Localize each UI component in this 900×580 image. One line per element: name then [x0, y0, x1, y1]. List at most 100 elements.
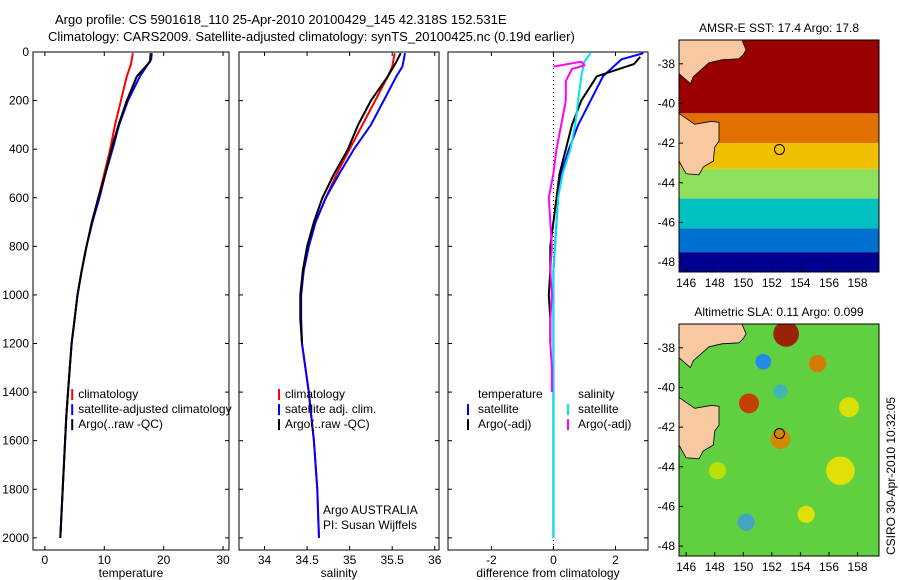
sla-blob [770, 429, 791, 450]
annotation-text: Argo AUSTRALIA [323, 503, 418, 517]
y-tick-label: 600 [9, 191, 29, 205]
sla-blob [739, 393, 759, 414]
sla-blob [773, 384, 788, 399]
land-tasmania [679, 112, 720, 176]
x-axis-label: difference from climatology [476, 566, 619, 580]
y-tick-label: -46 [658, 499, 676, 513]
map-title: Altimetric SLA: 0.11 Argo: 0.099 [694, 305, 864, 319]
float-position-marker [773, 143, 785, 155]
y-tick-label: -44 [658, 460, 676, 474]
side-label: CSIRO 30-Apr-2010 10:32:05 [884, 397, 898, 555]
sla-blob [839, 397, 859, 418]
x-tick-label: 156 [819, 560, 839, 574]
map-title: AMSR-E SST: 17.4 Argo: 17.8 [699, 21, 859, 35]
profile-panel-2: 34 34.5 35 35.5 36 salinity climatologysatelli… [238, 51, 442, 580]
y-tick-label: 400 [9, 142, 29, 156]
y-tick-label: -42 [658, 136, 676, 150]
map-panel-1: AMSR-E SST: 17.4 Argo: 17.8 -38 -40 -42 -44 -… [658, 21, 880, 290]
land-tasmania [679, 396, 720, 460]
legend-label: climatology [285, 387, 345, 401]
y-tick-label: -38 [658, 341, 676, 355]
x-tick-label: -2 [486, 553, 497, 567]
legend-label: salinity [578, 387, 615, 401]
sst-band [679, 168, 879, 199]
sla-blob [773, 324, 799, 347]
x-axis-label: temperature [99, 566, 164, 580]
sla-blob [737, 513, 755, 531]
x-tick-label: 36 [428, 553, 442, 567]
y-tick-label: -40 [658, 380, 676, 394]
plot-frame [238, 51, 440, 551]
land-mainland [679, 324, 747, 369]
x-tick-label: 148 [705, 560, 725, 574]
legend-label: satellite [478, 402, 519, 416]
x-tick-label: 35.5 [381, 553, 405, 567]
land-mainland [679, 40, 747, 85]
plot-frame [447, 51, 649, 551]
x-tick-label: 20 [157, 553, 171, 567]
sla-blob [797, 505, 815, 523]
legend-label: Argo(..raw -QC) [285, 417, 370, 431]
plot-frame [32, 51, 230, 551]
legend-label: satellite adj. clim. [285, 402, 376, 416]
x-tick-label: 154 [790, 276, 810, 290]
x-tick-label: 30 [216, 553, 230, 567]
legend-label: temperature [478, 387, 543, 401]
sst-band [679, 252, 879, 272]
x-tick-label: 150 [733, 276, 753, 290]
sla-blob [709, 462, 727, 480]
x-tick-label: 150 [733, 560, 753, 574]
x-tick-label: 2 [612, 553, 619, 567]
x-tick-label: 158 [848, 560, 868, 574]
legend-label: satellite-adjusted climatology [78, 402, 231, 416]
y-tick-label: -40 [658, 96, 676, 110]
sla-blob [826, 456, 855, 486]
y-tick-label: 2000 [2, 531, 29, 545]
series-line-4 [547, 60, 586, 393]
x-tick-label: 146 [676, 276, 696, 290]
series-line-2 [547, 56, 641, 344]
x-tick-label: 0 [550, 553, 557, 567]
x-axis-label: salinity [321, 566, 358, 580]
profile-panel-1: 0 200 400 600 800 1000 1200 1400 1600 1800 2000 0 10… [2, 45, 231, 580]
y-tick-label: -42 [658, 420, 676, 434]
x-tick-label: 0 [42, 553, 49, 567]
y-tick-label: 0 [22, 45, 29, 59]
y-tick-label: -44 [658, 176, 676, 190]
annotation-text: PI: Susan Wijffels [323, 518, 417, 532]
y-tick-label: -48 [658, 255, 676, 269]
legend-label: climatology [78, 387, 138, 401]
y-tick-label: 1000 [2, 288, 29, 302]
legend-label: Argo(..raw -QC) [78, 417, 163, 431]
x-tick-label: 148 [705, 276, 725, 290]
legend-label: Argo(-adj) [578, 417, 631, 431]
x-tick-label: 156 [819, 276, 839, 290]
x-tick-label: 10 [98, 553, 112, 567]
y-tick-label: 1400 [2, 385, 29, 399]
x-tick-label: 152 [762, 560, 782, 574]
header-line-1: Argo profile: CS 5901618_110 25-Apr-2010… [55, 12, 507, 27]
float-position-marker [773, 427, 785, 439]
x-tick-label: 34 [258, 553, 272, 567]
y-tick-label: 800 [9, 239, 29, 253]
map-frame [678, 323, 880, 557]
map-frame [678, 39, 880, 273]
x-tick-label: 154 [790, 560, 810, 574]
y-tick-label: 1600 [2, 434, 29, 448]
x-tick-label: 34.5 [295, 553, 319, 567]
series-line-3 [552, 52, 592, 538]
y-tick-label: -46 [658, 215, 676, 229]
x-tick-label: 146 [676, 560, 696, 574]
sla-blob [809, 355, 827, 373]
map-content [679, 40, 879, 272]
y-tick-label: 1200 [2, 337, 29, 351]
series-line-3 [59, 53, 152, 538]
sla-blob [755, 353, 772, 370]
y-tick-label: 1800 [2, 482, 29, 496]
legend-label: Argo(-adj) [478, 417, 531, 431]
x-tick-label: 152 [762, 276, 782, 290]
sst-band [679, 228, 879, 253]
